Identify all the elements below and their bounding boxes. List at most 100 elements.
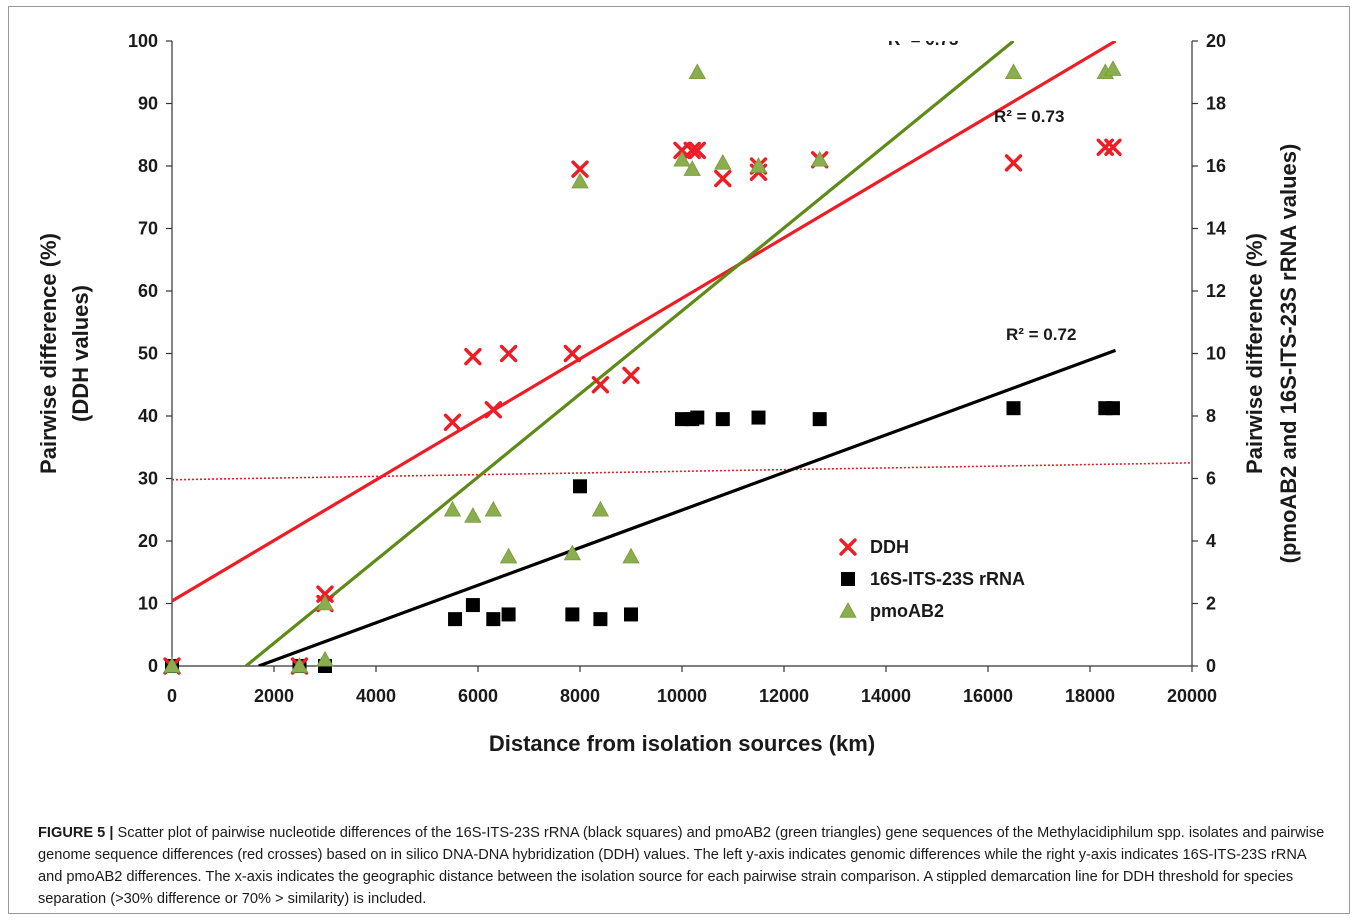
left-tick-label: 70	[138, 219, 158, 239]
rrna-point	[565, 607, 580, 622]
pmoab2-point	[673, 150, 691, 167]
ddh-point	[464, 347, 482, 366]
r2-label: R² = 0.73	[888, 30, 958, 49]
right-axis-title-line1: Pairwise difference (%)	[1242, 233, 1267, 474]
axis-labels: Distance from isolation sources (km) Pair…	[36, 144, 1301, 756]
rrna-point	[1105, 401, 1120, 416]
x-tick-label: 0	[167, 686, 177, 706]
trendlines: R² = 0.73 R² = 0.73 R² = 0.72	[172, 30, 1192, 666]
right-tick-label: 6	[1206, 469, 1216, 489]
legend: DDH 16S-ITS-23S rRNA pmoAB2	[839, 537, 1025, 621]
left-tick-label: 80	[138, 156, 158, 176]
pmoab2-point	[316, 650, 334, 667]
pmoab2-point	[316, 594, 334, 611]
rrna-point	[593, 612, 608, 627]
ddh-point	[484, 401, 502, 419]
x-tick-label: 10000	[657, 686, 707, 706]
left-tick-label: 100	[128, 31, 158, 51]
pmoab2-point	[622, 547, 640, 564]
legend-label: DDH	[870, 537, 909, 557]
data-marks	[163, 60, 1122, 675]
pmoab2-point	[464, 507, 482, 523]
rrna-point	[751, 410, 766, 425]
ddh-point	[1104, 138, 1122, 156]
x-tick-label: 12000	[759, 686, 809, 706]
left-tick-label: 20	[138, 531, 158, 551]
x-tick-label: 6000	[458, 686, 498, 706]
left-axis-title-line2: (DDH values)	[68, 285, 93, 422]
pmoab2-point	[749, 157, 768, 173]
pmoab2-point	[1004, 63, 1023, 80]
left-tick-label: 40	[138, 406, 158, 426]
right-tick-label: 14	[1206, 219, 1226, 239]
pmoab2-point	[811, 150, 829, 167]
trendline-ddh	[172, 41, 1117, 603]
ddh-point	[1004, 154, 1023, 172]
x-tick-label: 20000	[1167, 686, 1217, 706]
right-tick-label: 0	[1206, 656, 1216, 676]
pmoab2-point	[163, 657, 181, 673]
trendline-pmoab2	[244, 41, 1015, 666]
rrna-point	[812, 412, 827, 427]
axes	[171, 41, 1193, 667]
ddh-point	[443, 413, 462, 431]
left-tick-label: 0	[148, 656, 158, 676]
x-axis-title: Distance from isolation sources (km)	[489, 731, 875, 756]
legend-label: pmoAB2	[870, 601, 944, 621]
rrna-point	[573, 479, 587, 494]
pmoab2-point	[290, 657, 309, 673]
pmoab2-point	[499, 547, 518, 564]
x-tick-label: 8000	[560, 686, 600, 706]
x-tick-label: 18000	[1065, 686, 1115, 706]
right-tick-label: 16	[1206, 156, 1226, 176]
ddh-point	[622, 366, 640, 385]
ddh-point	[839, 538, 857, 556]
ddh-point	[591, 376, 610, 394]
rrna-point	[465, 598, 480, 613]
rrna-point	[1006, 401, 1021, 416]
x-tick-label: 14000	[861, 686, 911, 706]
pmoab2-point	[688, 63, 706, 80]
ticks: 0 2000 4000 6000 8000 10000 12000 14000 16000 180…	[128, 31, 1226, 706]
right-axis-title-line2: (pmoAB2 and 16S-ITS-23S rRNA values)	[1276, 144, 1301, 564]
x-tick-label: 16000	[963, 686, 1013, 706]
pmoab2-point	[1104, 60, 1122, 76]
left-axis-title-line1: Pairwise difference (%)	[36, 233, 61, 474]
trendline-16s-its-23s-rrna	[258, 348, 1117, 666]
ddh-point	[683, 141, 701, 160]
figure-frame	[8, 6, 1350, 914]
rrna-point	[624, 607, 638, 622]
pmoab2-point	[484, 500, 502, 517]
rrna-point	[690, 410, 705, 425]
left-tick-label: 90	[138, 94, 158, 114]
rrna-point	[448, 612, 463, 627]
caption-label: FIGURE 5 |	[38, 825, 114, 841]
pmoab2-point	[683, 160, 701, 176]
rrna-point	[715, 412, 730, 427]
ddh-point	[688, 141, 706, 160]
pmoab2-point	[839, 602, 857, 618]
ddh-threshold-line	[172, 462, 1192, 481]
caption-text: Scatter plot of pairwise nucleotide diff…	[38, 825, 1325, 907]
right-tick-label: 20	[1206, 31, 1226, 51]
right-tick-label: 10	[1206, 344, 1226, 364]
r2-label: R² = 0.72	[1006, 325, 1076, 344]
ddh-point	[571, 160, 589, 178]
right-tick-label: 12	[1206, 281, 1226, 301]
scatter-chart: 0 2000 4000 6000 8000 10000 12000 14000 16000 180…	[36, 30, 1301, 756]
pmoab2-point	[571, 172, 589, 189]
x-tick-label: 4000	[356, 686, 396, 706]
pmoab2-point	[443, 500, 462, 517]
right-tick-label: 18	[1206, 94, 1226, 114]
ddh-point	[499, 344, 518, 363]
pmoab2-point	[714, 154, 732, 170]
left-tick-label: 50	[138, 344, 158, 364]
legend-label: 16S-ITS-23S rRNA	[870, 569, 1025, 589]
figure-caption: FIGURE 5 | Scatter plot of pairwise nucl…	[38, 822, 1328, 910]
left-tick-label: 30	[138, 469, 158, 489]
x-tick-label: 2000	[254, 686, 294, 706]
left-tick-label: 60	[138, 281, 158, 301]
ddh-point	[714, 169, 732, 188]
rrna-point	[841, 572, 855, 586]
ddh-point	[563, 344, 582, 363]
